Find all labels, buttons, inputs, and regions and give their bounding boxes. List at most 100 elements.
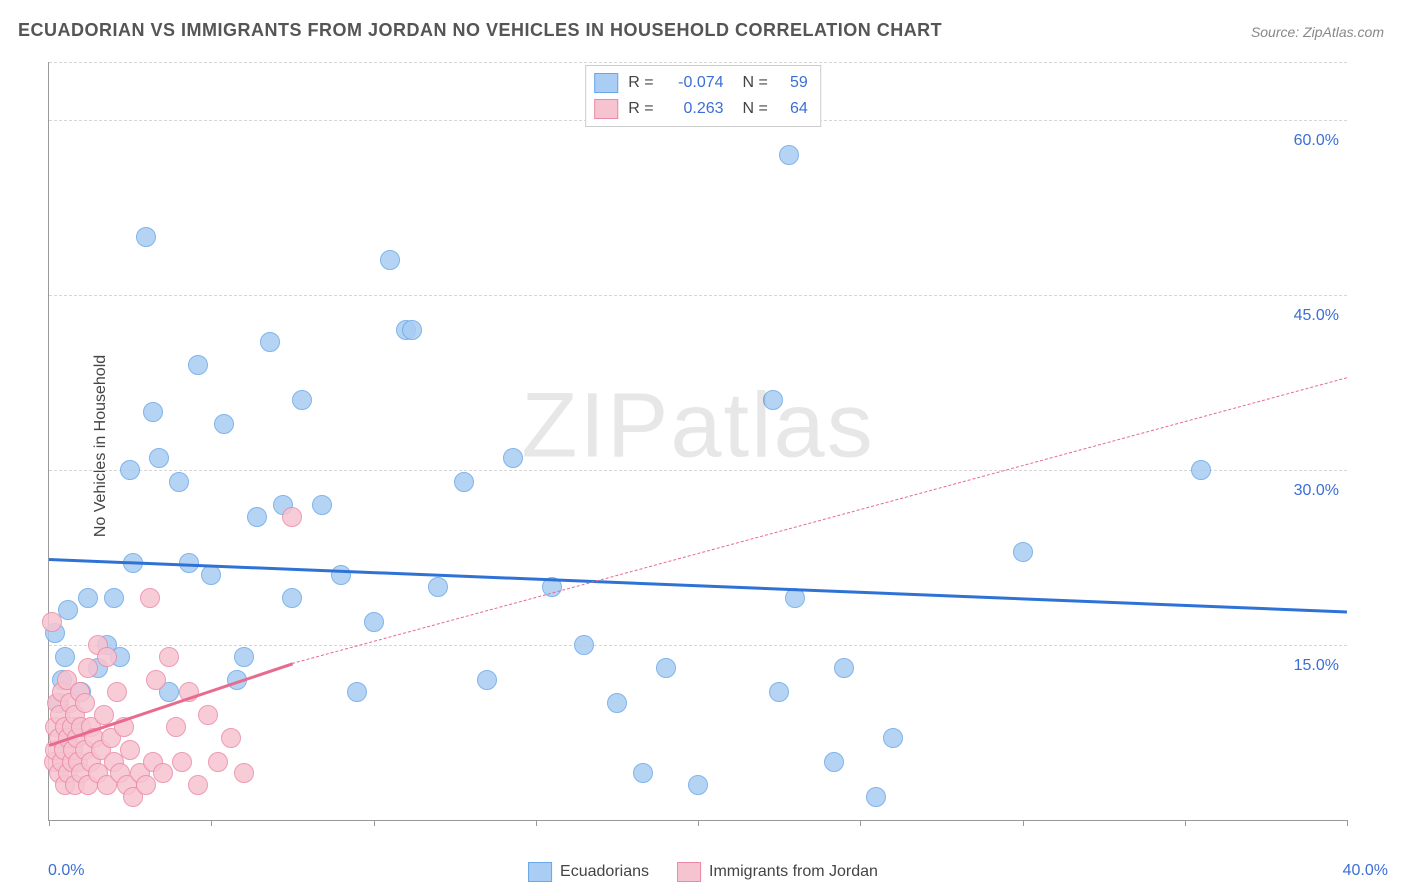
legend-n-value-0: 59 — [778, 74, 808, 92]
legend-n-label: N = — [734, 74, 768, 92]
legend-n-label: N = — [734, 100, 768, 118]
scatter-point — [188, 775, 208, 795]
source-label: Source: — [1251, 24, 1299, 40]
scatter-point — [779, 145, 799, 165]
x-tick — [860, 820, 861, 826]
scatter-point — [1191, 460, 1211, 480]
scatter-point — [607, 693, 627, 713]
scatter-point — [234, 647, 254, 667]
x-tick — [1023, 820, 1024, 826]
watermark: ZIPatlas — [521, 373, 874, 478]
scatter-point — [55, 647, 75, 667]
scatter-point — [169, 472, 189, 492]
legend-n-value-1: 64 — [778, 100, 808, 118]
scatter-point — [769, 682, 789, 702]
y-tick-label: 60.0% — [1279, 132, 1339, 150]
x-tick — [1185, 820, 1186, 826]
series-legend: Ecuadorians Immigrants from Jordan — [528, 862, 878, 882]
gridline — [49, 62, 1347, 63]
y-tick-label: 45.0% — [1279, 307, 1339, 325]
scatter-point — [172, 752, 192, 772]
x-tick — [698, 820, 699, 826]
scatter-point — [42, 612, 62, 632]
x-tick — [49, 820, 50, 826]
scatter-point — [477, 670, 497, 690]
legend-r-label: R = — [628, 100, 653, 118]
scatter-point — [824, 752, 844, 772]
scatter-point — [153, 763, 173, 783]
scatter-point — [688, 775, 708, 795]
x-axis-min-label: 0.0% — [48, 862, 84, 880]
legend-r-label: R = — [628, 74, 653, 92]
scatter-point — [107, 682, 127, 702]
scatter-point — [883, 728, 903, 748]
x-tick — [374, 820, 375, 826]
scatter-point — [143, 402, 163, 422]
legend-row-series-0: R = -0.074 N = 59 — [594, 70, 808, 96]
scatter-point — [146, 670, 166, 690]
scatter-point — [763, 390, 783, 410]
x-tick — [1347, 820, 1348, 826]
gridline — [49, 470, 1347, 471]
legend-swatch-1 — [594, 99, 618, 119]
scatter-point — [104, 588, 124, 608]
scatter-point — [159, 647, 179, 667]
scatter-point — [574, 635, 594, 655]
scatter-point — [347, 682, 367, 702]
y-tick-label: 30.0% — [1279, 482, 1339, 500]
legend-label-0: Ecuadorians — [560, 863, 649, 881]
correlation-legend: R = -0.074 N = 59 R = 0.263 N = 64 — [585, 65, 821, 127]
source-text: ZipAtlas.com — [1303, 24, 1384, 40]
scatter-point — [78, 658, 98, 678]
scatter-point — [364, 612, 384, 632]
scatter-point — [120, 460, 140, 480]
trend-line — [292, 377, 1347, 664]
scatter-plot-area: ZIPatlas 15.0% 30.0% 45.0% 60.0% — [48, 62, 1347, 821]
x-axis-max-label: 40.0% — [1343, 862, 1388, 880]
scatter-point — [331, 565, 351, 585]
scatter-point — [247, 507, 267, 527]
chart-title: ECUADORIAN VS IMMIGRANTS FROM JORDAN NO … — [18, 20, 942, 41]
legend-r-value-1: 0.263 — [664, 100, 724, 118]
x-tick — [211, 820, 212, 826]
scatter-point — [234, 763, 254, 783]
legend-label-1: Immigrants from Jordan — [709, 863, 878, 881]
scatter-point — [428, 577, 448, 597]
scatter-point — [221, 728, 241, 748]
y-tick-label: 15.0% — [1279, 657, 1339, 675]
scatter-point — [312, 495, 332, 515]
scatter-point — [188, 355, 208, 375]
scatter-point — [282, 588, 302, 608]
legend-row-series-1: R = 0.263 N = 64 — [594, 96, 808, 122]
legend-swatch-bottom-1 — [677, 862, 701, 882]
scatter-point — [140, 588, 160, 608]
legend-item-1: Immigrants from Jordan — [677, 862, 878, 882]
scatter-point — [214, 414, 234, 434]
scatter-point — [78, 588, 98, 608]
legend-r-value-0: -0.074 — [664, 74, 724, 92]
x-tick — [536, 820, 537, 826]
trend-line — [49, 558, 1347, 613]
scatter-point — [75, 693, 95, 713]
source-attribution: Source: ZipAtlas.com — [1251, 24, 1384, 40]
scatter-point — [201, 565, 221, 585]
legend-swatch-bottom-0 — [528, 862, 552, 882]
scatter-point — [866, 787, 886, 807]
scatter-point — [1013, 542, 1033, 562]
scatter-point — [97, 647, 117, 667]
scatter-point — [136, 227, 156, 247]
scatter-point — [656, 658, 676, 678]
watermark-bold: ZIP — [521, 374, 670, 476]
scatter-point — [834, 658, 854, 678]
scatter-point — [633, 763, 653, 783]
scatter-point — [208, 752, 228, 772]
scatter-point — [260, 332, 280, 352]
scatter-point — [503, 448, 523, 468]
scatter-point — [292, 390, 312, 410]
legend-item-0: Ecuadorians — [528, 862, 649, 882]
scatter-point — [198, 705, 218, 725]
scatter-point — [454, 472, 474, 492]
scatter-point — [402, 320, 422, 340]
gridline — [49, 295, 1347, 296]
scatter-point — [282, 507, 302, 527]
